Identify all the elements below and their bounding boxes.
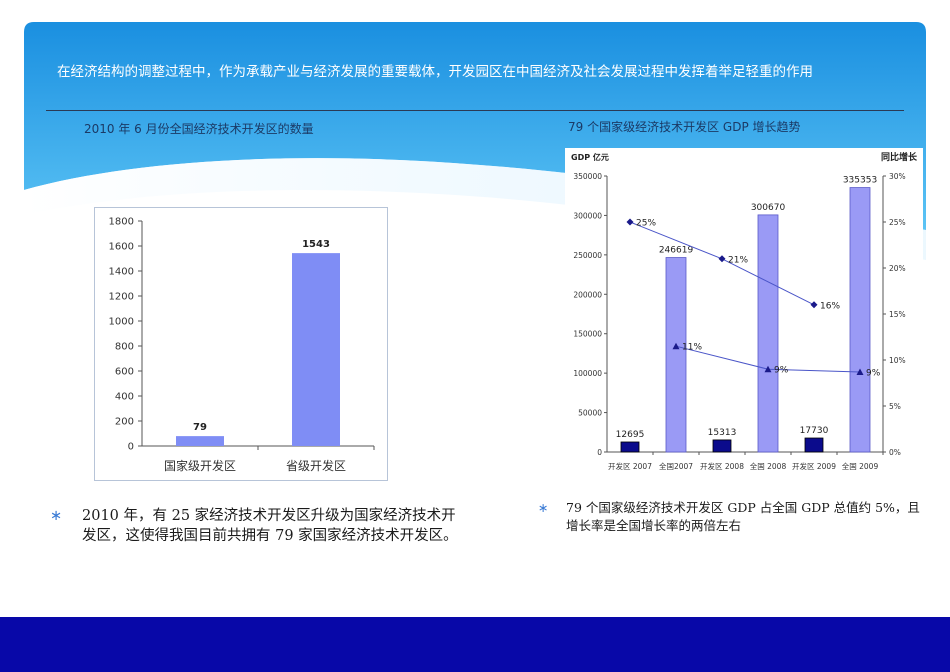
bar-value-label: 79 (193, 422, 207, 433)
y-tick-label: 800 (115, 342, 134, 353)
y2-tick-label: 25% (889, 218, 906, 227)
line-marker (810, 301, 818, 309)
y2-tick-label: 10% (889, 356, 906, 365)
y-tick-label: 0 (128, 442, 134, 453)
y-tick-label: 1800 (109, 217, 134, 228)
y-tick-label: 250000 (573, 251, 602, 260)
bar-value-label: 17730 (800, 426, 829, 436)
y2-tick-label: 20% (889, 264, 906, 273)
x-tick-label: 省级开发区 (286, 458, 346, 473)
zone-count-bar-chart: 0 200 400 600 800 1000 1200 1400 1600 1800 79 国家级开发… (94, 207, 388, 481)
y2-tick-label: 15% (889, 310, 906, 319)
bar (804, 437, 824, 453)
bar (620, 441, 640, 453)
y-tick-label: 150000 (573, 330, 602, 339)
bar-value-label: 300670 (751, 203, 786, 213)
line-point-label: 9% (774, 366, 789, 376)
footer-band (0, 617, 950, 672)
y-tick-label: 600 (115, 367, 134, 378)
line-point-label: 9% (866, 368, 881, 378)
header-wave (24, 158, 926, 260)
bar-value-label: 1543 (302, 239, 330, 250)
y-tick-label: 50000 (578, 409, 602, 418)
left-chart-subtitle: 2010 年 6 月份全国经济技术开发区的数量 (84, 122, 314, 136)
line-point-label: 11% (682, 343, 702, 353)
line-point-label: 21% (728, 255, 748, 265)
bar-value-label: 246619 (659, 246, 694, 256)
right-chart-subtitle: 79 个国家级经济技术开发区 GDP 增长趋势 (568, 120, 801, 134)
bar-value-label: 12695 (616, 430, 645, 440)
y-tick-label: 1600 (109, 242, 134, 253)
x-tick-label: 全国 2009 (842, 461, 879, 471)
y2-tick-label: 0% (889, 448, 901, 457)
bar (712, 439, 732, 453)
x-tick-label: 全国2007 (659, 461, 693, 471)
y-tick-label: 1400 (109, 267, 134, 278)
bullet-right: ∗ 79 个国家级经济技术开发区 GDP 占全国 GDP 总值约 5%，且增长率… (538, 499, 930, 535)
x-tick-label: 开发区 2009 (792, 461, 836, 471)
bar (757, 214, 779, 453)
bullet-right-text: 79 个国家级经济技术开发区 GDP 占全国 GDP 总值约 5%，且增长率是全… (566, 500, 920, 533)
y-tick-label: 1200 (109, 292, 134, 303)
x-tick-label: 开发区 2007 (608, 461, 652, 471)
bar (292, 253, 340, 446)
y-axis-title: GDP 亿元 (571, 152, 609, 162)
y-tick-label: 200 (115, 417, 134, 428)
y-tick-label: 100000 (573, 369, 602, 378)
line-marker (672, 342, 680, 350)
y-tick-label: 1000 (109, 317, 134, 328)
bar (665, 257, 687, 453)
y-tick-label: 400 (115, 392, 134, 403)
line-marker (626, 218, 634, 226)
header-divider (46, 110, 904, 111)
gdp-growth-chart: GDP 亿元 同比增长 0 50000 100000 150000 200000 250000… (565, 148, 923, 476)
bar-value-label: 335353 (843, 176, 877, 186)
bar-value-label: 15313 (708, 428, 737, 438)
y-tick-label: 350000 (573, 172, 602, 181)
line-marker (856, 368, 864, 375)
y2-tick-label: 5% (889, 402, 901, 411)
chart-frame (94, 207, 388, 481)
bullet-star-icon: ∗ (538, 500, 549, 515)
bar (849, 187, 871, 453)
bullet-left: ∗ 2010 年，有 25 家经济技术开发区升级为国家经济技术开发区，这使得我国… (50, 506, 470, 546)
x-tick-label: 全国 2008 (750, 461, 787, 471)
bullet-star-icon: ∗ (50, 508, 63, 524)
y2-tick-label: 30% (889, 172, 906, 181)
x-tick-label: 开发区 2008 (700, 461, 744, 471)
line-point-label: 25% (636, 219, 656, 229)
line-marker (764, 365, 772, 373)
slide-headline: 在经济结构的调整过程中，作为承载产业与经济发展的重要载体，开发园区在中国经济及社… (57, 64, 813, 80)
y2-axis-title: 同比增长 (881, 151, 918, 163)
y-tick-label: 0 (597, 448, 602, 457)
y-tick-label: 200000 (573, 290, 602, 299)
x-tick-label: 国家级开发区 (164, 458, 236, 473)
bullet-left-text: 2010 年，有 25 家经济技术开发区升级为国家经济技术开发区，这使得我国目前… (82, 508, 458, 544)
line-point-label: 16% (820, 301, 840, 311)
bar (176, 436, 224, 446)
y-tick-label: 300000 (573, 211, 602, 220)
